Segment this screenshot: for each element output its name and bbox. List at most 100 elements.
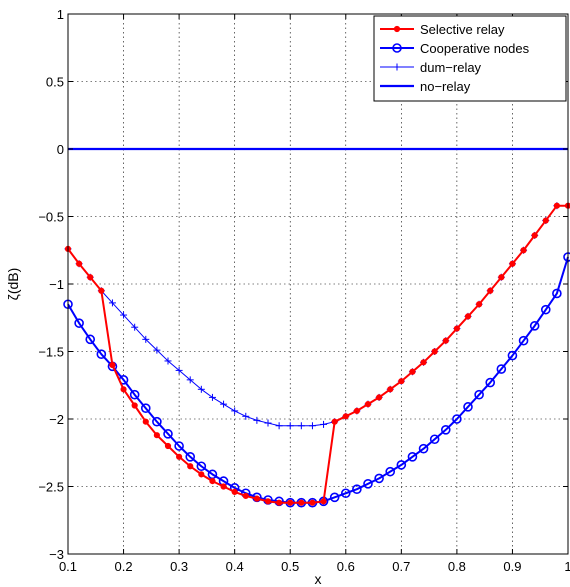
data-point-cooperative-nodes — [440, 424, 451, 435]
data-point-cooperative-nodes — [174, 441, 184, 451]
data-point-cooperative-nodes — [374, 473, 384, 484]
legend-item-selective-relay: Selective relay — [380, 22, 505, 37]
data-point-selective-relay — [420, 359, 427, 366]
y-tick-label: −1 — [49, 277, 64, 292]
data-point-selective-relay — [387, 386, 394, 393]
data-point-selective-relay — [509, 260, 516, 267]
data-point-dum-relay — [275, 422, 283, 430]
data-point-selective-relay — [142, 418, 149, 425]
data-point-selective-relay — [109, 361, 116, 369]
data-point-dum-relay — [153, 346, 161, 354]
data-point-selective-relay — [309, 499, 316, 506]
data-point-dum-relay — [120, 311, 128, 319]
data-point-selective-relay — [120, 386, 127, 393]
data-point-selective-relay — [442, 337, 449, 344]
x-tick-label: 0.8 — [448, 559, 466, 574]
data-point-cooperative-nodes — [463, 402, 473, 412]
data-point-cooperative-nodes — [496, 364, 507, 374]
data-point-cooperative-nodes — [329, 492, 340, 503]
data-point-cooperative-nodes — [140, 403, 151, 414]
data-point-selective-relay — [253, 495, 260, 502]
x-tick-label: 0.3 — [170, 559, 188, 574]
x-tick-label: 0.6 — [337, 559, 355, 574]
data-point-selective-relay — [231, 488, 238, 495]
series-layer — [63, 147, 570, 508]
data-point-selective-relay — [498, 274, 505, 281]
data-point-cooperative-nodes — [507, 350, 518, 361]
y-tick-label: 0.5 — [46, 75, 64, 90]
data-point-dum-relay — [208, 393, 216, 401]
data-point-selective-relay — [464, 313, 472, 320]
y-tick-label: −2 — [49, 412, 64, 427]
data-point-selective-relay — [353, 407, 360, 414]
data-point-cooperative-nodes — [552, 288, 562, 299]
x-tick-label: 0.2 — [115, 559, 133, 574]
data-point-dum-relay — [286, 422, 294, 430]
data-point-dum-relay — [164, 357, 172, 365]
y-tick-label: 1 — [57, 7, 64, 22]
data-point-selective-relay — [242, 492, 249, 500]
y-tick-label: 0 — [57, 142, 64, 157]
tick-labels: 0.1 0.2 0.3 0.4 0.5 0.6 0.7 0.8 0.9 1 −3 −2.5 −2 −1.5… — [38, 7, 570, 574]
plot-area — [68, 14, 568, 554]
ticks — [67, 13, 569, 555]
x-tick-label: 0.9 — [503, 559, 521, 574]
data-point-selective-relay — [131, 402, 138, 409]
data-point-cooperative-nodes — [196, 461, 207, 472]
x-tick-label: 0.7 — [392, 559, 410, 574]
data-point-dum-relay — [308, 422, 316, 430]
data-point-selective-relay — [542, 217, 549, 224]
legend-marker — [393, 63, 401, 71]
data-point-selective-relay — [409, 368, 416, 375]
y-tick-label: −1.5 — [38, 345, 64, 360]
data-point-cooperative-nodes — [540, 304, 551, 315]
data-point-dum-relay — [253, 416, 261, 424]
y-tick-label: −2.5 — [38, 480, 64, 495]
data-point-cooperative-nodes — [529, 321, 540, 331]
data-point-selective-relay — [553, 202, 560, 209]
data-point-selective-relay — [187, 463, 194, 470]
legend-label: dum−relay — [420, 60, 482, 75]
data-point-dum-relay — [197, 385, 205, 393]
x-tick-label: 1 — [564, 559, 570, 574]
data-point-selective-relay — [398, 378, 405, 385]
legend-item-dum-relay: dum−relay — [380, 60, 482, 75]
data-point-dum-relay — [142, 335, 150, 343]
data-point-cooperative-nodes — [85, 334, 96, 345]
data-point-selective-relay — [476, 301, 483, 308]
data-point-selective-relay — [298, 499, 305, 506]
data-point-selective-relay — [364, 401, 372, 408]
data-point-dum-relay — [220, 400, 228, 408]
data-point-selective-relay — [209, 478, 216, 485]
data-point-selective-relay — [431, 348, 438, 355]
data-point-selective-relay — [264, 498, 272, 505]
legend-marker — [393, 25, 401, 33]
x-tick-label: 0.4 — [226, 559, 244, 574]
data-point-cooperative-nodes — [340, 488, 351, 499]
data-point-selective-relay — [198, 471, 205, 478]
data-point-selective-relay — [531, 232, 538, 239]
series-line-selective-relay — [67, 204, 568, 504]
data-point-selective-relay — [487, 287, 494, 294]
data-point-cooperative-nodes — [74, 318, 84, 328]
data-point-dum-relay — [264, 419, 272, 427]
data-point-dum-relay — [186, 376, 194, 384]
legend: Selective relay Cooperative nodes dum−rela… — [373, 15, 567, 102]
data-point-dum-relay — [297, 422, 305, 430]
data-point-selective-relay — [176, 453, 183, 460]
data-point-selective-relay — [220, 483, 227, 490]
data-point-dum-relay — [242, 412, 250, 420]
grid — [68, 14, 568, 554]
data-point-cooperative-nodes — [396, 460, 407, 470]
data-point-cooperative-nodes — [363, 478, 373, 489]
data-point-selective-relay — [342, 413, 349, 420]
legend-item-cooperative-nodes: Cooperative nodes — [380, 41, 530, 56]
data-point-selective-relay — [520, 247, 527, 254]
y-tick-label: −3 — [49, 547, 64, 562]
x-axis-label: x — [315, 571, 322, 587]
data-point-selective-relay — [164, 442, 172, 450]
data-point-dum-relay — [131, 323, 139, 331]
data-point-selective-relay — [76, 260, 83, 267]
data-point-dum-relay — [175, 366, 183, 374]
data-point-dum-relay — [231, 407, 239, 415]
